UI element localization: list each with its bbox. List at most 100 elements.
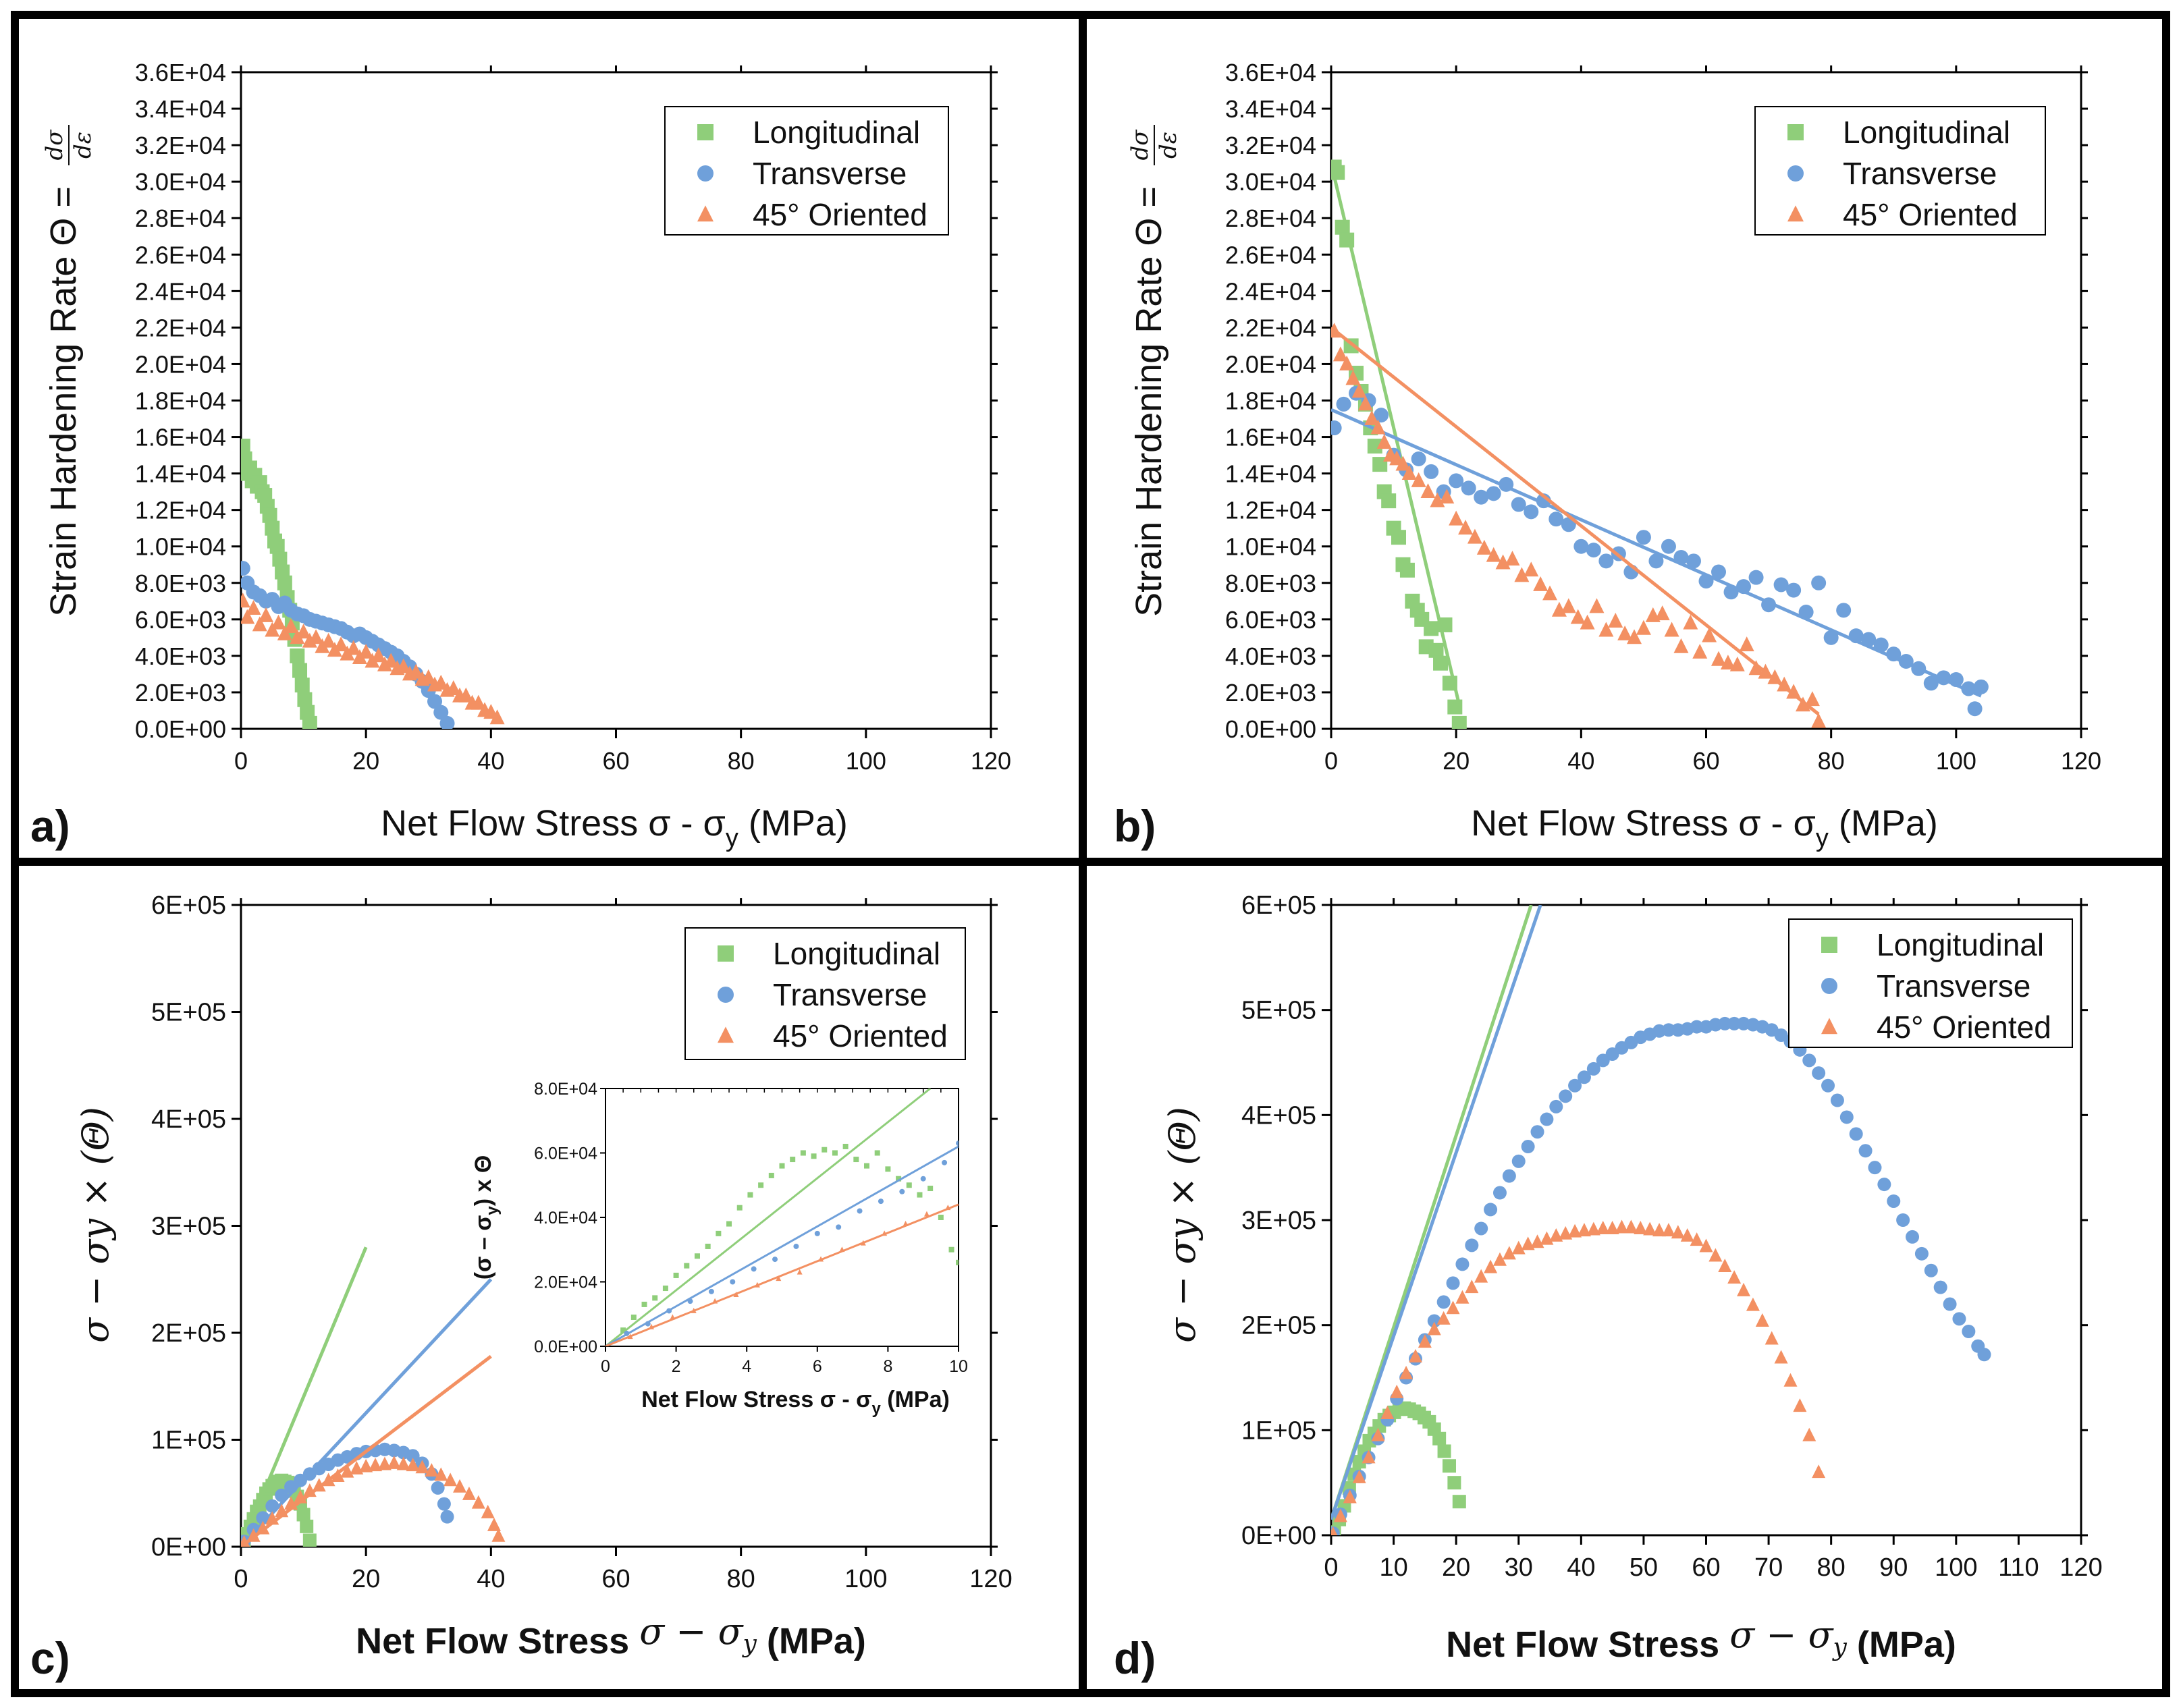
y-tick-label: 2.4E+04 (135, 277, 226, 305)
data-point-longitudinal (1391, 530, 1406, 545)
data-point-oriented45 (256, 1520, 270, 1535)
data-point-oriented45 (396, 1456, 410, 1470)
y-tick-label: 1E+05 (1241, 1416, 1316, 1445)
inset-point-longitudinal (630, 1315, 637, 1321)
data-point-longitudinal (297, 692, 313, 707)
legend-b: Longitudinal Transverse 45° Oriented (1754, 106, 2046, 236)
data-point-transverse (1502, 1169, 1516, 1183)
data-point-transverse (256, 1511, 270, 1525)
y-tick-label: 3.0E+04 (135, 168, 226, 196)
inset-point-transverse (899, 1188, 905, 1194)
data-point-transverse (1436, 1295, 1451, 1309)
data-point-oriented45 (1683, 614, 1698, 630)
inset-point-longitudinal (874, 1150, 880, 1156)
data-point-oriented45 (1596, 1221, 1610, 1235)
data-point-transverse (1887, 1194, 1901, 1208)
data-point-oriented45 (1711, 651, 1727, 666)
inset-point-longitudinal (822, 1147, 828, 1153)
x-axis-label: Net Flow Stress σ − σy (MPa) (1446, 1614, 1956, 1665)
inset-x-tick-label: 0 (601, 1357, 610, 1376)
x-tick-label: 0 (1324, 1553, 1338, 1582)
inset-x-tick-label: 8 (883, 1357, 892, 1376)
series-oriented45 (1331, 1219, 1826, 1535)
legend-label-transverse: Transverse (1843, 156, 1997, 191)
inset-point-longitudinal (948, 1246, 954, 1252)
y-tick-label: 1E+05 (151, 1427, 226, 1455)
legend-label-longitudinal: Longitudinal (773, 936, 940, 971)
data-point-transverse (1446, 1276, 1460, 1290)
x-tick-label: 80 (728, 747, 755, 775)
x-tick-label: 80 (1818, 747, 1845, 775)
legend-marker-transverse (1787, 165, 1804, 182)
data-point-oriented45 (1370, 419, 1386, 435)
data-point-oriented45 (1708, 1248, 1723, 1262)
series-oriented45 (1331, 323, 1827, 728)
legend-marker-transverse (697, 165, 713, 182)
inset-point-longitudinal (885, 1166, 891, 1172)
inset-point-longitudinal (906, 1182, 912, 1188)
data-point-transverse (1830, 1093, 1844, 1107)
data-point-transverse (1961, 681, 1976, 696)
y-axis-label-text: Strain Hardening Rate Θ = (1129, 186, 1169, 617)
inset-point-oriented45 (712, 1298, 718, 1304)
plot-marks-a (241, 439, 505, 729)
data-point-transverse (1686, 553, 1701, 569)
data-point-transverse (1802, 1053, 1816, 1068)
y-tick-label: 2E+05 (1241, 1312, 1316, 1340)
data-point-transverse (1559, 1089, 1573, 1103)
inset-y-tick-label: 6.0E+04 (534, 1145, 597, 1163)
data-point-transverse (1977, 1348, 1991, 1362)
data-point-oriented45 (1755, 1313, 1769, 1327)
data-point-oriented45 (471, 1495, 485, 1509)
data-point-oriented45 (1484, 1259, 1498, 1273)
data-point-oriented45 (1570, 609, 1586, 624)
data-point-longitudinal (1399, 562, 1415, 578)
y-axis-label-denominator: dε (1155, 132, 1182, 159)
y-axis-label-text: σ − σy × (Θ) (74, 1107, 117, 1343)
x-tick-label: 10 (1379, 1553, 1407, 1582)
legend-label-oriented45: 45° Oriented (753, 197, 927, 232)
data-point-transverse (1773, 577, 1789, 593)
data-point-longitudinal (1437, 1444, 1451, 1458)
data-point-oriented45 (1737, 1282, 1751, 1296)
legend-label-transverse: Transverse (1877, 968, 2030, 1003)
data-point-oriented45 (1608, 612, 1623, 628)
x-tick-label: 20 (1443, 747, 1470, 775)
y-tick-label: 1.8E+04 (1225, 387, 1316, 415)
data-point-transverse (1936, 670, 1951, 686)
data-point-transverse (1568, 1078, 1582, 1093)
x-tick-label: 100 (1935, 1553, 1977, 1582)
data-point-oriented45 (1446, 1300, 1460, 1315)
data-point-oriented45 (434, 1467, 448, 1481)
data-point-oriented45 (1580, 614, 1595, 630)
data-point-oriented45 (1524, 561, 1539, 577)
legend-marker-transverse (1821, 978, 1837, 994)
data-point-transverse (1586, 1062, 1600, 1076)
y-tick-label: 0E+00 (1241, 1522, 1316, 1550)
data-point-oriented45 (1357, 395, 1373, 411)
data-point-transverse (1848, 628, 1864, 644)
x-tick-label: 0 (234, 1565, 248, 1593)
y-axis-label: Strain Hardening Rate Θ = dσ dε (41, 125, 97, 617)
y-tick-label: 2.6E+04 (135, 241, 226, 269)
data-point-oriented45 (331, 1468, 345, 1482)
data-point-oriented45 (1455, 1290, 1470, 1304)
y-tick-label: 1.0E+04 (135, 533, 226, 561)
data-point-transverse (1839, 1110, 1854, 1124)
data-point-oriented45 (408, 663, 424, 679)
data-point-oriented45 (246, 600, 261, 615)
data-point-oriented45 (491, 1528, 506, 1542)
data-point-transverse (1521, 1140, 1535, 1154)
data-point-oriented45 (284, 618, 299, 634)
data-point-longitudinal (1442, 1459, 1456, 1473)
data-point-transverse (1952, 1312, 1966, 1326)
y-tick-label: 2.0E+03 (135, 679, 226, 707)
y-tick-label: 4E+05 (1241, 1101, 1316, 1130)
data-point-transverse (1727, 1016, 1742, 1030)
data-point-transverse (1861, 632, 1877, 647)
y-tick-label: 5E+05 (151, 999, 226, 1027)
y-tick-label: 6.0E+03 (1225, 606, 1316, 634)
data-point-oriented45 (1627, 629, 1642, 644)
inset-point-transverse (814, 1230, 820, 1236)
